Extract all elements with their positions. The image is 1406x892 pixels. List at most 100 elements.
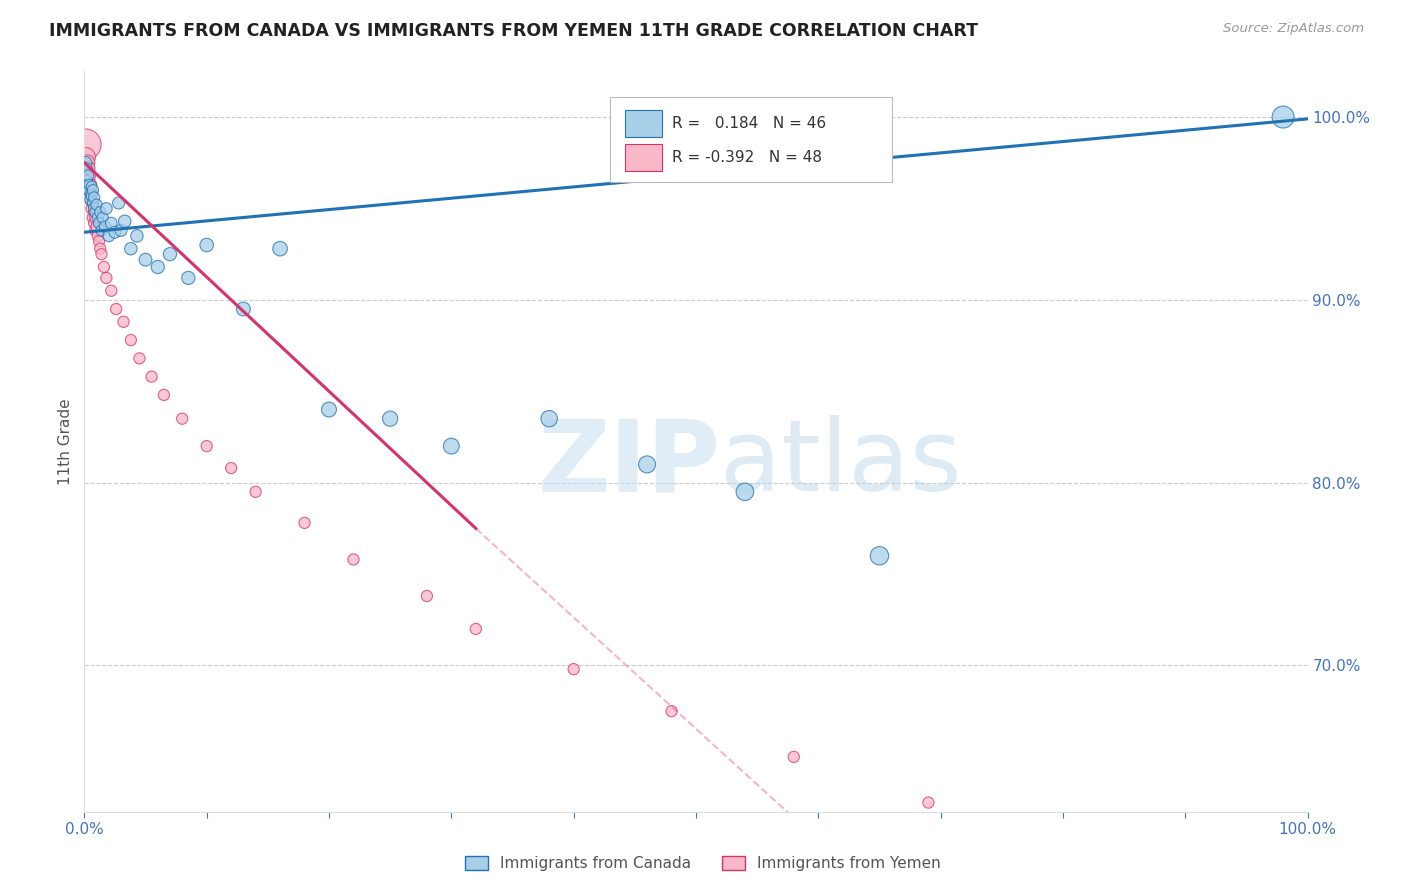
- Point: [84, 223, 107, 237]
- Point: [82, 196, 104, 211]
- Text: R =   0.184   N = 46: R = 0.184 N = 46: [672, 116, 825, 131]
- Point: [869, 549, 891, 563]
- Point: [114, 214, 136, 228]
- Point: [90, 223, 112, 237]
- FancyBboxPatch shape: [610, 97, 891, 183]
- Point: [1076, 845, 1098, 859]
- Point: [83, 190, 105, 204]
- Point: [77, 178, 100, 192]
- Point: [82, 183, 104, 197]
- Point: [100, 284, 122, 298]
- Point: [75, 155, 97, 169]
- Point: [110, 223, 132, 237]
- Point: [77, 183, 100, 197]
- Point: [82, 211, 104, 225]
- Point: [84, 205, 107, 219]
- Point: [79, 192, 101, 206]
- Point: [232, 301, 254, 316]
- Point: [79, 178, 101, 192]
- Legend: Immigrants from Canada, Immigrants from Yemen: Immigrants from Canada, Immigrants from …: [458, 849, 948, 877]
- Point: [342, 552, 364, 566]
- Point: [79, 192, 101, 206]
- Point: [734, 484, 756, 499]
- Point: [83, 205, 105, 219]
- Point: [76, 174, 98, 188]
- Point: [77, 186, 100, 201]
- Point: [318, 402, 340, 417]
- Point: [146, 260, 169, 274]
- FancyBboxPatch shape: [626, 144, 662, 170]
- Point: [77, 169, 100, 183]
- FancyBboxPatch shape: [626, 110, 662, 136]
- Point: [538, 411, 561, 425]
- Text: R = -0.392   N = 48: R = -0.392 N = 48: [672, 150, 821, 165]
- Point: [153, 388, 176, 402]
- Point: [76, 155, 98, 169]
- Point: [77, 174, 100, 188]
- Point: [87, 228, 110, 243]
- Point: [120, 242, 142, 256]
- Point: [128, 351, 150, 366]
- Point: [294, 516, 316, 530]
- Point: [83, 216, 105, 230]
- Text: atlas: atlas: [720, 416, 962, 512]
- Point: [120, 333, 142, 347]
- Point: [219, 461, 242, 475]
- Point: [80, 202, 103, 216]
- Point: [112, 315, 135, 329]
- Point: [87, 235, 110, 249]
- Point: [80, 188, 103, 202]
- Point: [100, 216, 122, 230]
- Point: [380, 411, 402, 425]
- Point: [141, 369, 163, 384]
- Point: [783, 750, 806, 764]
- Text: IMMIGRANTS FROM CANADA VS IMMIGRANTS FROM YEMEN 11TH GRADE CORRELATION CHART: IMMIGRANTS FROM CANADA VS IMMIGRANTS FRO…: [49, 22, 979, 40]
- Point: [87, 211, 110, 225]
- Point: [76, 161, 98, 176]
- Point: [80, 179, 103, 194]
- Point: [105, 301, 128, 316]
- Point: [89, 242, 111, 256]
- Y-axis label: 11th Grade: 11th Grade: [58, 398, 73, 485]
- Point: [135, 252, 157, 267]
- Point: [75, 150, 97, 164]
- Point: [76, 169, 98, 183]
- Point: [77, 169, 100, 183]
- Point: [172, 411, 194, 425]
- Point: [86, 219, 108, 234]
- Point: [94, 219, 117, 234]
- Point: [79, 186, 101, 201]
- Point: [177, 271, 200, 285]
- Point: [917, 796, 939, 810]
- Point: [93, 260, 115, 274]
- Point: [464, 622, 486, 636]
- Point: [86, 198, 108, 212]
- Point: [90, 247, 112, 261]
- Point: [245, 484, 267, 499]
- Point: [83, 202, 105, 216]
- Point: [636, 458, 658, 472]
- Point: [562, 662, 585, 676]
- Point: [104, 225, 127, 239]
- Point: [76, 183, 98, 197]
- Point: [125, 228, 148, 243]
- Point: [416, 589, 439, 603]
- Text: ZIP: ZIP: [537, 416, 720, 512]
- Point: [75, 165, 97, 179]
- Point: [77, 183, 100, 197]
- Point: [107, 196, 129, 211]
- Point: [269, 242, 291, 256]
- Point: [96, 202, 118, 216]
- Point: [96, 271, 118, 285]
- Point: [1272, 110, 1295, 124]
- Point: [84, 211, 107, 225]
- Point: [91, 211, 114, 225]
- Point: [89, 205, 111, 219]
- Point: [75, 137, 97, 152]
- Point: [87, 216, 110, 230]
- Point: [80, 186, 103, 201]
- Point: [195, 238, 218, 252]
- Point: [440, 439, 463, 453]
- Point: [77, 161, 100, 176]
- Point: [97, 228, 120, 243]
